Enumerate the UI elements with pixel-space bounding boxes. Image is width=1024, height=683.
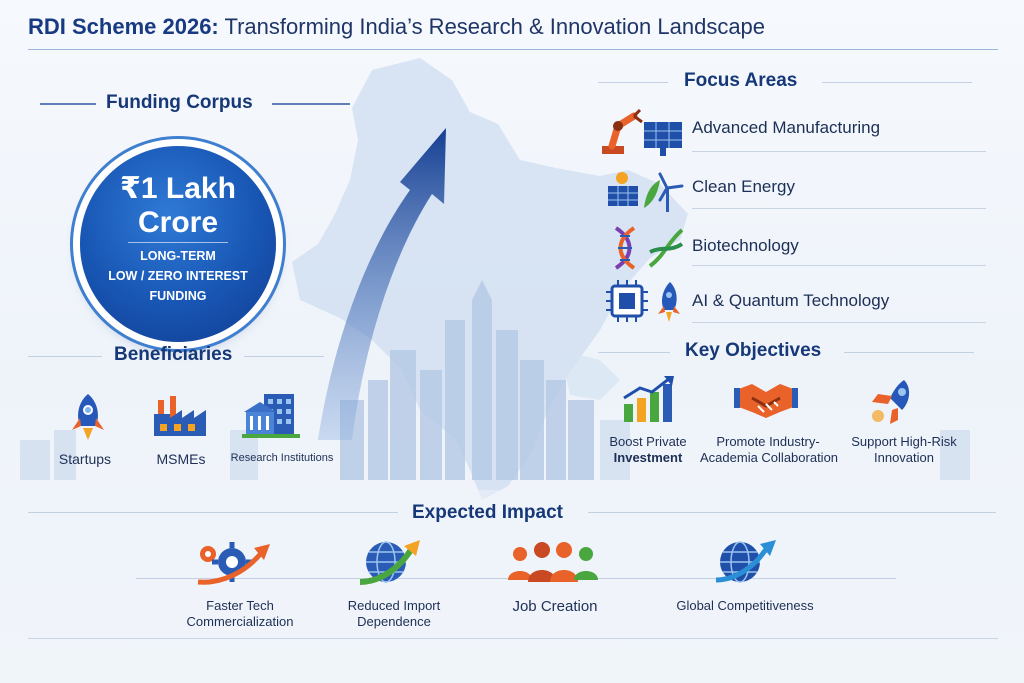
impact-import-line1: Reduced Import [347,598,441,613]
impact-label-global: Global Competitiveness [664,598,826,613]
objective-high-risk-line2: Innovation [874,450,934,465]
focus-divider-3 [692,265,986,266]
impact-heading: Expected Impact [412,502,563,523]
focus-heading: Focus Areas [684,70,798,91]
beneficiaries-heading: Beneficiaries [114,344,233,365]
beneficiary-label-startups: Startups [58,451,112,467]
institution-building-icon [242,394,300,438]
funding-desc-line3: FUNDING [149,289,207,303]
focus-line-left [598,82,668,83]
objective-label-investment: Boost Private Investment [596,434,700,466]
gear-arrow-icon [197,542,270,585]
objectives-heading: Key Objectives [685,340,822,361]
title-divider [28,49,998,50]
title-bold: RDI Scheme 2026: [28,14,219,39]
rocket-icon [872,380,910,424]
focus-label-biotechnology: Biotechnology [692,236,799,255]
funding-amount: ₹1 Lakh Crore [80,172,276,240]
funding-corpus-circle: ₹1 Lakh Crore LONG-TERM LOW / ZERO INTER… [80,146,276,342]
focus-line-right [822,82,972,83]
rocket-icon [72,394,104,440]
focus-label-ai-quantum: AI & Quantum Technology [692,291,890,310]
funding-heading: Funding Corpus [106,92,253,113]
funding-separator [128,242,228,243]
bottom-divider [28,638,998,639]
funding-heading-line-left [40,103,96,105]
dna-icon [614,226,684,270]
impact-label-import: Reduced Import Dependence [336,598,452,630]
impact-jobs-line1: Job Creation [512,598,598,615]
impact-label-jobs: Job Creation [490,598,620,615]
beneficiaries-line-left [28,356,102,357]
focus-label-clean-energy: Clean Energy [692,177,796,196]
objective-label-collaboration: Promote Industry- Academia Collaboration [700,434,839,466]
beneficiary-label-research-institutions: Research Institutions [230,452,334,464]
objectives-line-left [598,352,670,353]
impact-commercialization-line1: Faster Tech [206,598,274,613]
focus-divider-1 [692,151,986,152]
globe-arrow-icon [359,540,420,585]
funding-desc-line2: LOW / ZERO INTEREST [108,269,248,283]
funding-amount-line1: ₹1 Lakh [120,172,236,205]
funding-heading-line-right [272,103,350,105]
impact-import-line2: Dependence [357,614,431,629]
solar-wind-icon [608,172,684,212]
focus-divider-2 [692,208,986,209]
objectives-line-right [844,352,974,353]
impact-label-commercialization: Faster Tech Commercialization [176,598,304,630]
factory-icon [154,396,206,436]
page-title: RDI Scheme 2026: Transforming India’s Re… [28,14,765,40]
impact-line-right [588,512,996,513]
funding-desc-line1: LONG-TERM [140,249,216,263]
objective-label-high-risk: Support High-Risk Innovation [844,434,964,466]
growth-chart-icon [623,376,674,422]
beneficiaries-line-right [244,356,324,357]
objective-investment-line2: Investment [613,450,683,465]
funding-amount-line2: Crore [137,206,219,239]
objective-investment-line1: Boost Private [609,434,687,449]
impact-global-line1: Global Competitiveness [676,598,814,613]
robot-arm-solar-icon [602,108,682,156]
objective-high-risk-line1: Support High-Risk [851,434,957,449]
title-rest: Transforming India’s Research & Innovati… [224,14,766,39]
handshake-icon [734,384,798,418]
funding-description: LONG-TERM LOW / ZERO INTEREST FUNDING [80,246,276,306]
objective-collaboration-line2: Academia Collaboration [700,450,839,465]
people-icon [508,542,598,582]
focus-label-advanced-manufacturing: Advanced Manufacturing [692,118,881,137]
globe-growth-icon [715,540,776,583]
objective-collaboration-line1: Promote Industry- [716,434,820,449]
impact-commercialization-line2: Commercialization [186,614,294,629]
focus-divider-4 [692,322,986,323]
beneficiary-label-msmes: MSMEs [156,451,206,467]
chip-rocket-icon [606,280,680,322]
impact-line-left [28,512,398,513]
